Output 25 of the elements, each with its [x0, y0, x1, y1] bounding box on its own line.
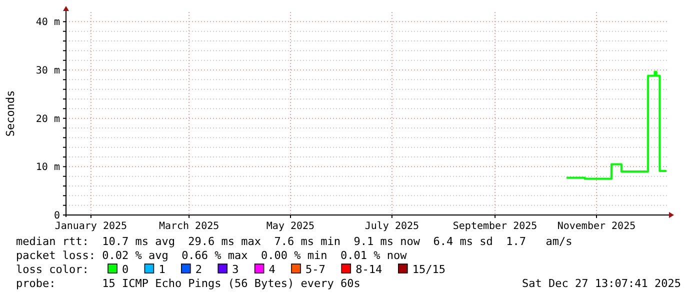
legend-label: 0 — [122, 263, 129, 276]
legend-label: 2 — [195, 263, 202, 276]
text: probe: 15 ICMP Echo Pings (56 Bytes) every 60s — [16, 277, 360, 290]
legend-label: 4 — [268, 263, 276, 276]
legend-label: 5-7 — [306, 263, 326, 276]
x-tick-label: January 2025 — [54, 221, 128, 232]
x-tick-label: September 2025 — [452, 221, 538, 232]
text: packet loss: 0.02 % avg 0.66 % max 0.00 % min 0.01 % now — [16, 249, 408, 262]
y-tick-label: 0 — [54, 210, 60, 222]
x-tick-label: March 2025 — [158, 221, 220, 232]
y-tick-label: 40 m — [36, 17, 60, 28]
legend-label: 15/15 — [412, 263, 446, 276]
x-tick-label: May 2025 — [266, 221, 315, 232]
x-tick-label: November 2025 — [557, 221, 636, 232]
legend-label: 3 — [232, 263, 239, 276]
y-tick-label: 10 m — [36, 162, 60, 174]
y-tick-label: 30 m — [36, 66, 60, 76]
legend-label: 8-14 — [356, 263, 382, 276]
y-axis-title: Seconds — [4, 90, 17, 137]
text: Sat Dec 27 13:07:41 2025 — [522, 277, 681, 290]
legend-title: loss color: — [16, 263, 89, 276]
x-tick-label: July 2025 — [364, 221, 420, 232]
text: median rtt: 10.7 ms avg 29.6 ms max 7.6 ms min 9.1 ms now 6.4 ms sd 1.7 am/s — [16, 235, 572, 248]
legend-label: 1 — [158, 263, 166, 276]
y-tick-label: 20 m — [36, 114, 60, 125]
